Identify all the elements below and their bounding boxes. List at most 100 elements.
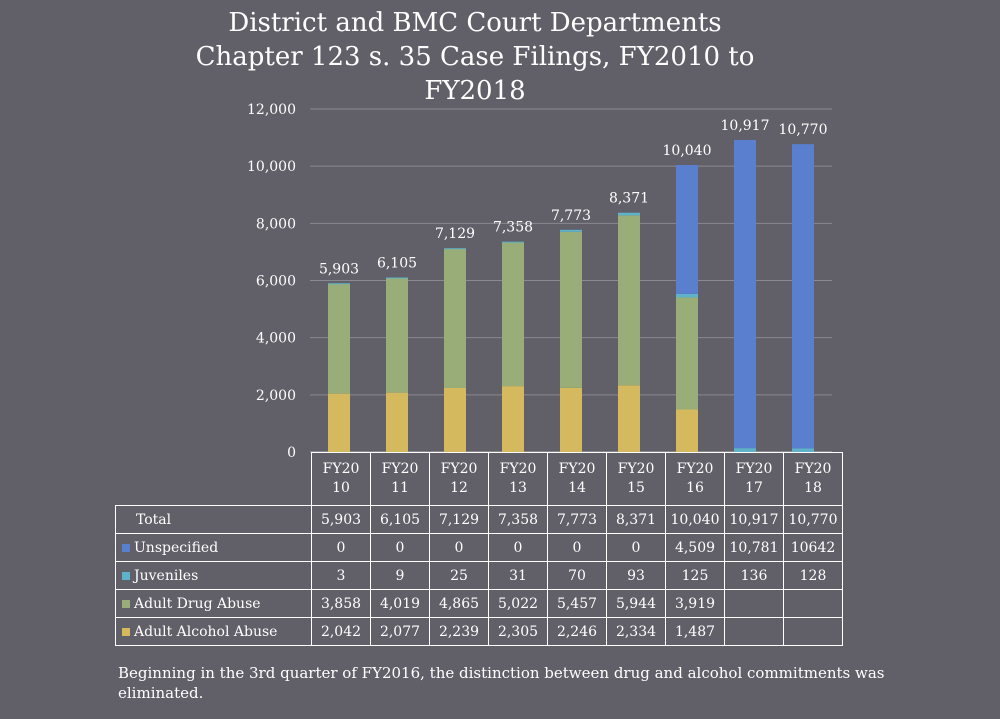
y-tick-label: 0 bbox=[287, 445, 296, 460]
bar-segment bbox=[502, 386, 524, 452]
table-cell bbox=[724, 617, 784, 646]
bar-segment bbox=[560, 387, 582, 452]
x-tick-label-line: 17 bbox=[745, 480, 763, 496]
table-cell: 3,858 bbox=[311, 589, 371, 618]
table-cell: 93 bbox=[606, 561, 666, 590]
table-row-label: Juveniles bbox=[115, 561, 312, 590]
x-tick-label-line: FY20 bbox=[322, 461, 360, 477]
bar-segment bbox=[792, 448, 814, 452]
y-tick-label: 4,000 bbox=[256, 331, 296, 347]
table-cell: 0 bbox=[370, 533, 430, 562]
total-data-label: 10,770 bbox=[779, 122, 828, 138]
x-tick-label: FY20 16 bbox=[665, 452, 725, 506]
table-cell: 2,239 bbox=[429, 617, 489, 646]
table-cell: 5,457 bbox=[547, 589, 607, 618]
legend-entry: Adult Drug Abuse bbox=[134, 595, 261, 612]
x-tick-label-line: 18 bbox=[804, 480, 822, 496]
legend-entry: Adult Alcohol Abuse bbox=[134, 623, 278, 640]
x-tick-label: FY20 12 bbox=[429, 452, 489, 506]
x-tick-label: FY20 14 bbox=[547, 452, 607, 506]
table-cell: 2,246 bbox=[547, 617, 607, 646]
x-tick-label: FY20 13 bbox=[488, 452, 548, 506]
y-tick-label: 2,000 bbox=[256, 388, 296, 404]
bar-segment bbox=[618, 385, 640, 452]
bar-segment bbox=[676, 409, 698, 452]
table-cell: 136 bbox=[724, 561, 784, 590]
table-cell: 9 bbox=[370, 561, 430, 590]
table-cell: 10,917 bbox=[724, 505, 784, 534]
table-cell: 0 bbox=[311, 533, 371, 562]
table-corner bbox=[116, 453, 312, 506]
bar-segment bbox=[444, 248, 466, 250]
legend-swatch bbox=[122, 543, 130, 552]
x-tick-label-line: FY20 bbox=[676, 461, 714, 477]
chart-plot: 0 2,000 4,000 6,000 8,000 10,000 12,000 5,903 6… bbox=[247, 102, 832, 460]
table-cell: 1,487 bbox=[665, 617, 725, 646]
total-data-label: 6,105 bbox=[377, 255, 417, 271]
bar-segment bbox=[676, 165, 698, 294]
x-tick-label: FY20 18 bbox=[783, 452, 843, 506]
x-tick-label-line: 15 bbox=[627, 480, 645, 496]
x-tick-label-line: 13 bbox=[509, 480, 527, 496]
bar-segment bbox=[444, 248, 466, 389]
table-cell bbox=[724, 589, 784, 618]
table-cell: 4,509 bbox=[665, 533, 725, 562]
chart-title-line: FY2018 bbox=[424, 76, 526, 106]
table-cell: 10,770 bbox=[783, 505, 843, 534]
total-data-label: 10,040 bbox=[663, 143, 712, 159]
bar-segment bbox=[386, 277, 408, 393]
x-tick-label-line: FY20 bbox=[794, 461, 832, 477]
table-cell: 31 bbox=[488, 561, 548, 590]
x-tick-label-line: FY20 bbox=[440, 461, 478, 477]
legend-swatch bbox=[122, 571, 130, 580]
bar-segment bbox=[444, 388, 466, 452]
bar-segment bbox=[328, 393, 350, 452]
chart-title-line: Chapter 123 s. 35 Case Filings, FY2010 t… bbox=[195, 42, 755, 72]
table-cell: 0 bbox=[429, 533, 489, 562]
table-cell: 8,371 bbox=[606, 505, 666, 534]
table-row: Juveniles 3 9 25 31 70 93 125 136 128 bbox=[115, 561, 843, 590]
table-header-row: FY20 10 FY20 11 FY20 12 FY20 13 FY20 14 FY20 15 FY20… bbox=[116, 452, 843, 506]
table-cell bbox=[783, 617, 843, 646]
bar-segment bbox=[734, 139, 756, 449]
x-tick-label: FY20 15 bbox=[606, 452, 666, 506]
bar-segment bbox=[676, 297, 698, 410]
chart-title-line: District and BMC Court Departments bbox=[228, 8, 722, 38]
x-tick-label-line: 14 bbox=[568, 480, 586, 496]
table-row: Unspecified 0 0 0 0 0 0 4,509 10,781 10642 bbox=[115, 533, 843, 562]
x-tick-label-line: 12 bbox=[450, 480, 468, 496]
table-cell: 4,019 bbox=[370, 589, 430, 618]
x-tick-label: FY20 11 bbox=[370, 452, 430, 506]
bar-segment bbox=[502, 241, 524, 243]
y-tick-label: 6,000 bbox=[256, 274, 296, 290]
data-table: FY20 10 FY20 11 FY20 12 FY20 13 FY20 14 FY20 15 FY20… bbox=[115, 452, 843, 646]
total-data-label: 7,129 bbox=[435, 226, 475, 242]
bar-segment bbox=[560, 231, 582, 388]
table-row: Total 5,903 6,105 7,129 7,358 7,773 8,371 10,04… bbox=[115, 505, 843, 534]
bar-segment bbox=[386, 392, 408, 452]
table-row-label: Adult Drug Abuse bbox=[115, 589, 312, 618]
x-tick-label: FY20 10 bbox=[311, 452, 371, 506]
x-tick-label-line: FY20 bbox=[381, 461, 419, 477]
table-cell: 10642 bbox=[783, 533, 843, 562]
table-cell: 6,105 bbox=[370, 505, 430, 534]
table-cell: 5,944 bbox=[606, 589, 666, 618]
table-row: Adult Alcohol Abuse 2,042 2,077 2,239 2,305 2… bbox=[115, 617, 843, 646]
bar-segment bbox=[618, 215, 640, 386]
x-tick-label-line: FY20 bbox=[499, 461, 537, 477]
table-cell: 25 bbox=[429, 561, 489, 590]
table-cell: 70 bbox=[547, 561, 607, 590]
table-cell: 0 bbox=[488, 533, 548, 562]
x-tick-label-line: FY20 bbox=[558, 461, 596, 477]
table-cell bbox=[783, 589, 843, 618]
table-cell: 7,773 bbox=[547, 505, 607, 534]
x-tick-label: FY20 17 bbox=[724, 452, 784, 506]
total-data-label: 8,371 bbox=[609, 191, 649, 207]
table-cell: 7,129 bbox=[429, 505, 489, 534]
table-cell: 3,919 bbox=[665, 589, 725, 618]
table-cell: 10,040 bbox=[665, 505, 725, 534]
table-cell: 2,334 bbox=[606, 617, 666, 646]
table-cell: 0 bbox=[606, 533, 666, 562]
table-cell: 2,077 bbox=[370, 617, 430, 646]
chart-title: District and BMC Court Departments Chapte… bbox=[195, 6, 755, 108]
